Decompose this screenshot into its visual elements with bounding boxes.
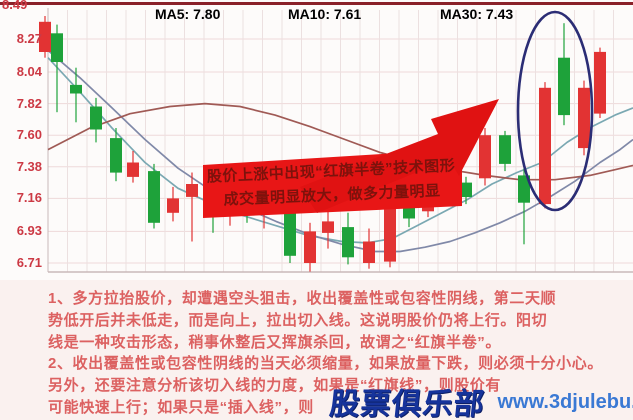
candle-up [578, 87, 590, 149]
candle-up [479, 135, 491, 179]
ma-legend: MA5: 7.80 MA10: 7.61 MA30: 7.43 [0, 6, 633, 24]
candle-down [110, 138, 122, 173]
candle-down [342, 227, 354, 258]
y-axis-label: 7.16 [16, 190, 42, 206]
note-text-line: 另外，还要注意分析该切入线的力度，如果是“红旗线”，则股价有 [48, 377, 502, 394]
candle-down [518, 175, 530, 203]
note-text-line: 1、多方拉抬股价，却遭遇空头狙击，收出覆盖性或包容性阴线，第二天顺 [48, 290, 557, 307]
candle-down [284, 212, 296, 256]
watermark-brand: 股票俱乐部 [327, 388, 487, 420]
candle-down [148, 171, 160, 223]
y-axis: 8.27 8.04 7.82 7.60 7.38 7.16 6.93 6.71 [0, 0, 46, 280]
candle-up [39, 21, 51, 52]
candlestick-chart [39, 8, 633, 273]
notes-background [0, 280, 633, 420]
candle-up [594, 51, 606, 114]
candle-down [558, 57, 570, 116]
up-arrow [300, 99, 499, 213]
candle-up [539, 87, 551, 205]
candle-down [70, 84, 82, 94]
candle-up [322, 221, 334, 233]
note-text-line: 线是一种攻击形态，稍事休整后又挥旗杀回，故谓之“红旗半卷”。 [48, 334, 502, 351]
candle-up [304, 231, 316, 263]
note-text-line: 2、收出覆盖性或包容性阴线的当天必须缩量，如果放量下跌，则必须十分小心。 [48, 355, 603, 372]
y-axis-label: 6.93 [16, 223, 42, 239]
candle-up [127, 162, 139, 177]
candle-down [90, 106, 102, 130]
candle-down [51, 33, 63, 62]
watermark: 股票俱乐部 www.3djulebu.com [327, 379, 633, 420]
y-axis-label: 7.38 [16, 158, 42, 174]
highlight-ellipse [516, 10, 594, 212]
y-axis-label: 7.82 [16, 95, 42, 111]
y-axis-label: 8.27 [16, 31, 42, 46]
top-border-line [0, 2, 633, 5]
candle-down [460, 182, 472, 197]
ma5-label: MA5: 7.80 [155, 6, 221, 22]
y-axis-label: 7.60 [16, 127, 42, 143]
y-axis-top-clipped-label: 8.49 [2, 0, 28, 12]
ma30-label: MA30: 7.43 [440, 6, 514, 22]
ma5-line [47, 57, 633, 244]
candle-up [363, 241, 375, 263]
note-text-line: 可能快速上行；如果只是“插入线”，则 [48, 399, 314, 416]
candle-down [499, 135, 511, 164]
candle-up [186, 184, 198, 197]
candle-up [167, 198, 179, 213]
candle-up [384, 201, 396, 262]
ma30-line [47, 102, 633, 181]
watermark-url: www.3djulebu.com [497, 391, 633, 413]
y-axis-label: 8.04 [16, 64, 42, 80]
note-text-line: 势低开后并未低走，而是向上，拉出切入线。这说明股价仍将上行。阳切 [48, 312, 548, 329]
ma10-label: MA10: 7.61 [288, 6, 362, 22]
y-axis-label: 6.71 [16, 255, 42, 270]
